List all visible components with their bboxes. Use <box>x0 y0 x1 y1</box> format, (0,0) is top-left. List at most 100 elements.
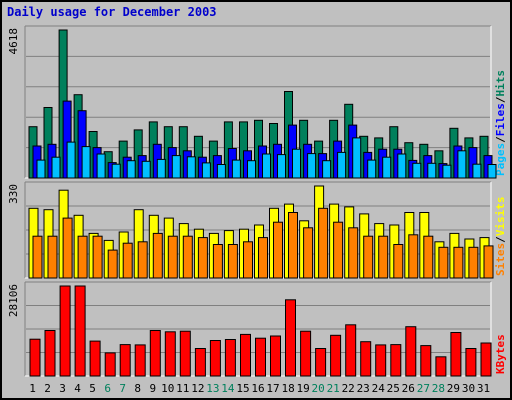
day-label: 19 <box>296 382 309 395</box>
series-legend: KBytes <box>494 334 507 374</box>
bar-pages-day-8 <box>141 160 151 179</box>
bar-sites-day-20 <box>318 207 329 279</box>
day-label: 5 <box>89 382 96 395</box>
chart-title: Daily usage for December 2003 <box>7 5 217 19</box>
bar-kbytes-day-3 <box>59 285 71 377</box>
bar-kbytes-day-17 <box>270 335 281 377</box>
bar-sites-day-9 <box>152 232 163 279</box>
bar-sites-day-3 <box>62 217 73 279</box>
bar-kbytes-day-15 <box>240 333 251 377</box>
bar-kbytes-day-4 <box>74 285 86 377</box>
bar-kbytes-day-21 <box>330 334 342 377</box>
day-label: 13 <box>206 382 219 395</box>
day-label: 6 <box>104 382 111 395</box>
bar-sites-day-26 <box>408 234 419 279</box>
bar-pages-day-6 <box>111 163 121 179</box>
bar-sites-day-23 <box>363 235 374 279</box>
day-label: 15 <box>236 382 249 395</box>
bar-pages-day-23 <box>367 159 377 179</box>
bar-kbytes-day-7 <box>119 344 131 377</box>
bar-pages-day-11 <box>186 156 196 179</box>
bar-pages-day-5 <box>96 153 106 179</box>
day-label: 29 <box>447 382 460 395</box>
day-axis-labels: 1 2 3 4 5 6 7 8 9 10 11 12 13 14 15 16 17 18 19 20 21 22 23 24 2… <box>29 382 490 395</box>
bar-sites-day-29 <box>453 246 464 279</box>
bar-sites-day-14 <box>227 244 238 279</box>
day-label: 25 <box>387 382 400 395</box>
bar-kbytes-day-2 <box>44 330 56 377</box>
day-label: 17 <box>266 382 279 395</box>
bar-pages-day-25 <box>397 153 407 179</box>
legend-entry: KBytes <box>494 334 507 374</box>
bar-sites-day-13 <box>212 244 223 279</box>
bar-pages-day-12 <box>201 162 211 179</box>
legend-entry: Pages <box>494 143 507 176</box>
day-label: 26 <box>402 382 415 395</box>
series-legend: Pages/Files/Hits <box>494 70 507 176</box>
y-max-label: 28106 <box>7 284 20 317</box>
bar-pages-day-7 <box>126 160 136 179</box>
bar-pages-day-18 <box>292 148 301 179</box>
bar-sites-day-15 <box>243 241 253 279</box>
bar-sites-day-4 <box>77 235 88 279</box>
bar-sites-day-18 <box>288 212 298 279</box>
day-label: 18 <box>281 382 294 395</box>
bar-kbytes-day-16 <box>255 337 266 377</box>
bar-pages-day-28 <box>442 164 452 179</box>
bar-pages-day-13 <box>216 164 226 179</box>
day-label: 11 <box>176 382 189 395</box>
bar-pages-day-26 <box>412 162 422 179</box>
day-label: 14 <box>221 382 235 395</box>
bar-sites-day-19 <box>303 227 314 279</box>
day-label: 28 <box>432 382 445 395</box>
bar-sites-day-24 <box>378 235 389 279</box>
bar-sites-day-27 <box>423 235 434 279</box>
bar-pages-day-30 <box>472 163 482 179</box>
bar-sites-day-1 <box>32 235 43 279</box>
bar-pages-day-21 <box>337 151 347 179</box>
bar-sites-day-21 <box>333 221 344 279</box>
bar-pages-day-2 <box>51 156 61 179</box>
bar-sites-day-6 <box>107 249 118 279</box>
bar-kbytes-day-24 <box>375 344 387 377</box>
day-label: 8 <box>134 382 141 395</box>
bar-sites-day-11 <box>182 235 193 279</box>
y-max-label: 330 <box>7 184 20 204</box>
bar-kbytes-day-11 <box>179 330 191 377</box>
bar-kbytes-day-8 <box>134 344 146 377</box>
day-label: 23 <box>357 382 370 395</box>
series-kbytes <box>29 285 492 377</box>
panel-kbytes: 28106 KBytes <box>7 281 507 377</box>
bar-kbytes-day-30 <box>465 348 477 377</box>
series-pages <box>36 137 497 179</box>
day-label: 7 <box>119 382 126 395</box>
bar-pages-day-4 <box>81 146 91 179</box>
day-label: 3 <box>59 382 66 395</box>
day-label: 9 <box>149 382 156 395</box>
legend-entry: Hits <box>494 70 507 97</box>
bar-sites-day-30 <box>468 246 479 279</box>
day-label: 20 <box>311 382 324 395</box>
bar-sites-day-2 <box>47 235 58 279</box>
legend-entry: Visits <box>494 197 507 237</box>
bar-kbytes-day-18 <box>285 299 296 377</box>
bar-kbytes-day-22 <box>345 324 357 377</box>
bar-kbytes-day-12 <box>194 348 206 377</box>
bar-kbytes-day-29 <box>450 332 462 377</box>
bar-kbytes-day-6 <box>104 352 116 377</box>
bar-kbytes-day-9 <box>149 330 161 377</box>
day-label: 10 <box>161 382 174 395</box>
bar-sites-day-28 <box>438 246 449 279</box>
bar-kbytes-day-23 <box>360 341 372 377</box>
bar-sites-day-12 <box>197 237 208 279</box>
series-legend: Sites/Visits <box>494 197 507 277</box>
bar-sites-day-16 <box>258 237 268 279</box>
bar-pages-day-22 <box>352 137 362 179</box>
bar-pages-day-24 <box>382 156 392 179</box>
bar-pages-day-19 <box>307 153 317 179</box>
bar-kbytes-day-28 <box>435 356 447 377</box>
bar-kbytes-day-27 <box>420 345 432 377</box>
bar-pages-day-20 <box>322 160 332 179</box>
